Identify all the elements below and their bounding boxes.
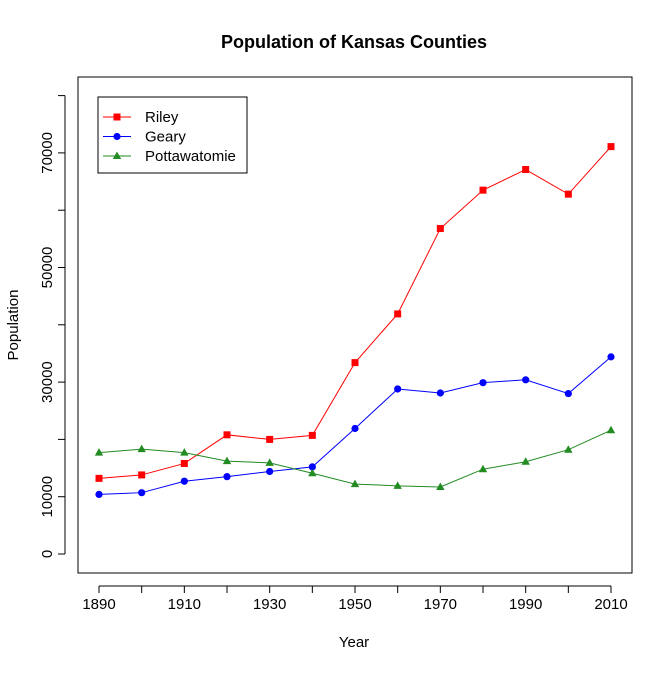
data-point-pottawatomie	[137, 444, 146, 453]
y-axis-label: Population	[5, 290, 22, 361]
data-point-pottawatomie	[180, 448, 189, 456]
legend-box	[97, 96, 248, 174]
data-point-riley	[479, 186, 487, 194]
data-point-riley	[308, 431, 316, 439]
data-point-pottawatomie	[436, 482, 445, 490]
legend-item-geary: Geary	[103, 129, 186, 146]
legend: Riley Geary Pottawatomie	[97, 96, 248, 174]
data-point-pottawatomie	[521, 457, 530, 465]
y-axis: 0 10000 30000 50000 70000	[39, 95, 66, 558]
data-point-riley	[351, 359, 359, 367]
series-layer	[94, 143, 616, 499]
data-point-geary	[180, 477, 188, 485]
data-point-pottawatomie	[564, 445, 573, 453]
x-tick-label: 1950	[338, 596, 371, 613]
data-point-geary	[266, 467, 274, 476]
series-pottawatomie	[94, 425, 616, 490]
x-tick-label: 1970	[424, 596, 457, 613]
y-tick-label: 0	[39, 550, 56, 558]
data-point-pottawatomie	[606, 425, 616, 434]
x-tick-label: 1990	[509, 596, 542, 613]
legend-label: Riley	[145, 109, 179, 126]
data-point-riley	[138, 471, 146, 479]
data-point-pottawatomie	[393, 481, 402, 489]
data-point-riley	[223, 431, 231, 439]
data-point-pottawatomie	[265, 458, 274, 466]
data-point-geary	[138, 489, 146, 497]
x-axis: 1890 1910 1930 1950 1970 1990 2010	[82, 585, 628, 613]
legend-marker-geary	[113, 132, 121, 141]
data-point-riley	[436, 225, 444, 233]
data-point-riley	[564, 190, 572, 198]
data-point-pottawatomie	[94, 448, 104, 456]
data-point-riley	[95, 474, 103, 482]
plot-frame	[77, 76, 633, 574]
legend-item-pottawatomie: Pottawatomie	[103, 148, 236, 165]
y-tick-label: 50000	[39, 247, 56, 289]
x-tick-label: 2010	[594, 596, 627, 613]
x-tick-label: 1930	[253, 596, 286, 613]
data-point-pottawatomie	[478, 464, 488, 473]
series-line-pottawatomie	[98, 429, 612, 488]
data-point-pottawatomie	[308, 468, 317, 477]
data-point-geary	[308, 463, 316, 471]
data-point-geary	[436, 389, 444, 397]
legend-label: Geary	[145, 129, 186, 146]
data-point-geary	[479, 379, 487, 387]
data-point-riley	[180, 459, 188, 467]
data-point-riley	[607, 143, 615, 151]
data-point-geary	[223, 473, 231, 481]
series-geary	[95, 353, 615, 499]
legend-label: Pottawatomie	[145, 148, 236, 165]
data-point-geary	[607, 353, 615, 361]
data-point-riley	[394, 310, 402, 318]
y-tick-label: 70000	[39, 132, 56, 174]
legend-item-riley: Riley	[103, 109, 179, 126]
x-tick-label: 1910	[168, 596, 201, 613]
x-tick-label: 1890	[82, 596, 115, 613]
chart-title: Population of Kansas Counties	[221, 32, 487, 52]
data-point-geary	[394, 385, 402, 393]
data-point-geary	[351, 424, 359, 433]
data-point-riley	[522, 166, 530, 174]
y-tick-label: 30000	[39, 361, 56, 403]
data-point-pottawatomie	[222, 456, 232, 465]
data-point-riley	[266, 435, 274, 443]
data-point-pottawatomie	[350, 479, 360, 488]
x-axis-label: Year	[339, 634, 369, 651]
data-point-geary	[95, 490, 103, 499]
legend-marker-pottawatomie	[112, 151, 122, 159]
series-riley	[95, 143, 615, 482]
legend-marker-riley	[113, 113, 121, 121]
y-tick-label: 10000	[39, 476, 56, 518]
data-point-geary	[522, 376, 530, 384]
data-point-geary	[564, 389, 572, 398]
